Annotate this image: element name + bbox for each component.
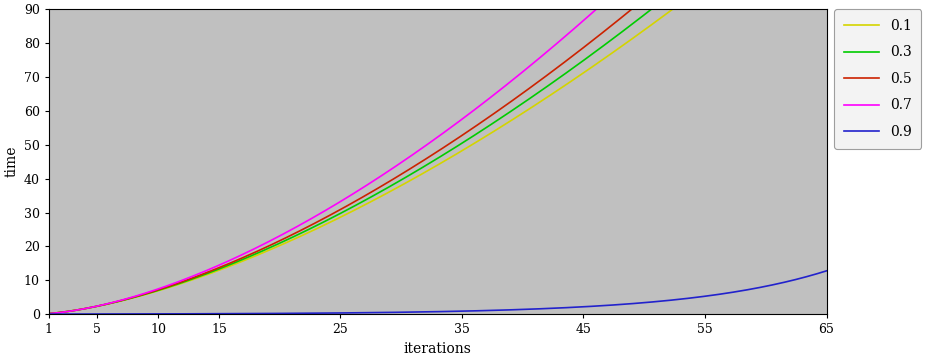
0.9 (43, 312, 55, 316)
0.5 (413, 162, 424, 166)
0.3 (464, 136, 475, 140)
0.1 (413, 174, 424, 178)
0.3 (43, 311, 55, 316)
0.5 (506, 99, 517, 103)
0.7 (413, 149, 424, 153)
Line: 0.5: 0.5 (49, 0, 827, 314)
0.9 (802, 274, 813, 279)
0.9 (413, 310, 424, 314)
Line: 0.9: 0.9 (49, 271, 827, 314)
0.7 (506, 78, 517, 83)
0.7 (464, 111, 475, 116)
0.1 (464, 144, 475, 148)
Line: 0.7: 0.7 (49, 0, 827, 314)
Legend: 0.1, 0.3, 0.5, 0.7, 0.9: 0.1, 0.3, 0.5, 0.7, 0.9 (834, 9, 921, 149)
Line: 0.3: 0.3 (49, 0, 827, 314)
0.7 (43, 311, 55, 316)
0.9 (821, 269, 832, 273)
0.3 (506, 109, 517, 113)
0.9 (417, 310, 428, 314)
0.5 (464, 128, 475, 132)
Line: 0.1: 0.1 (49, 0, 827, 314)
0.1 (43, 311, 55, 316)
X-axis label: iterations: iterations (403, 342, 472, 356)
0.3 (417, 165, 428, 170)
0.1 (681, 0, 692, 1)
0.1 (417, 171, 428, 176)
0.7 (417, 145, 428, 150)
0.9 (506, 308, 517, 312)
0.9 (681, 296, 692, 301)
0.9 (464, 309, 475, 313)
Y-axis label: time: time (5, 146, 18, 177)
0.1 (506, 118, 517, 122)
0.5 (417, 159, 428, 163)
0.3 (413, 168, 424, 172)
0.5 (43, 311, 55, 316)
